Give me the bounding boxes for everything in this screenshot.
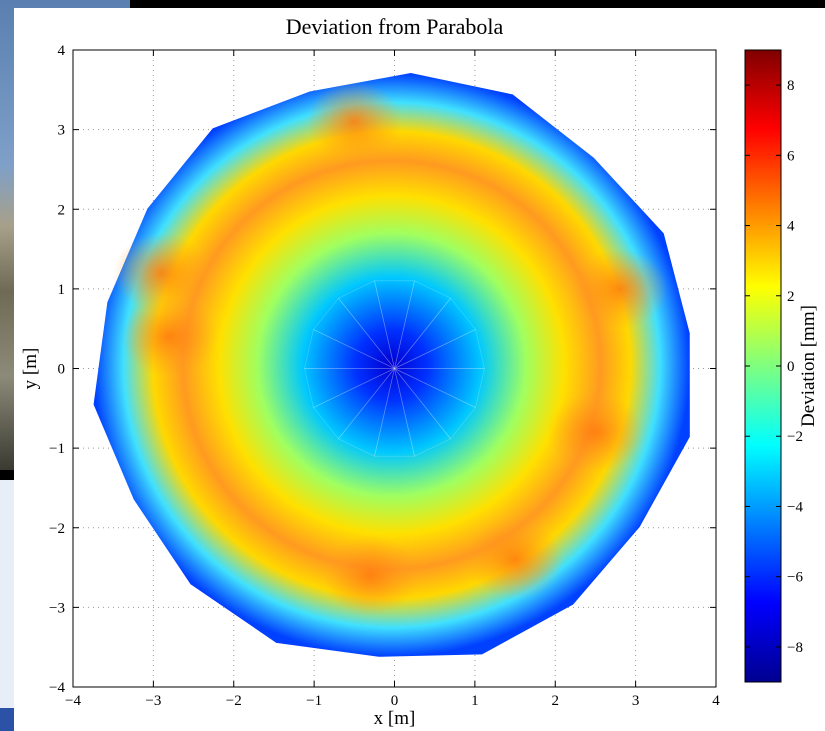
mesh-triangle bbox=[374, 368, 415, 457]
y-tick-label: 1 bbox=[58, 282, 66, 298]
y-tick-label: 0 bbox=[58, 362, 66, 378]
hotspot bbox=[306, 81, 403, 162]
hotspot bbox=[322, 535, 419, 616]
mesh-triangle bbox=[304, 368, 395, 409]
y-tick-label: −3 bbox=[49, 600, 65, 616]
chart-title: Deviation from Parabola bbox=[286, 14, 504, 39]
x-tick-label: −3 bbox=[145, 693, 161, 709]
x-tick-label: −2 bbox=[226, 693, 242, 709]
colorbar-tick-label: −2 bbox=[787, 429, 803, 445]
x-axis-ticks: −4 −3 −2 −1 0 1 2 3 4 bbox=[65, 50, 720, 709]
mesh-triangle bbox=[394, 280, 452, 369]
y-tick-label: 4 bbox=[58, 43, 66, 59]
surface-plot bbox=[93, 73, 690, 657]
mesh-triangle bbox=[394, 328, 485, 369]
x-tick-label: −1 bbox=[306, 693, 322, 709]
y-tick-label: −1 bbox=[49, 441, 65, 457]
y-tick-label: 3 bbox=[58, 123, 66, 139]
colorbar-tick-label: −6 bbox=[787, 570, 803, 586]
colorbar-tick-label: −8 bbox=[787, 640, 803, 656]
mesh-triangle bbox=[394, 368, 477, 440]
mesh-triangle bbox=[304, 328, 395, 369]
mesh-triangle bbox=[374, 280, 415, 369]
mesh-triangle bbox=[394, 368, 452, 457]
mesh-triangle bbox=[312, 297, 395, 369]
colorbar-tick-label: 8 bbox=[787, 78, 795, 94]
chart: Deviation from Parabola −4 −3 −2 −1 0 1 2 3 4 −4… bbox=[20, 14, 819, 729]
surface-disk bbox=[93, 73, 690, 657]
mesh-triangle bbox=[312, 368, 395, 440]
x-axis-label: x [m] bbox=[374, 708, 416, 729]
hotspot bbox=[547, 392, 644, 473]
hotspot bbox=[121, 296, 218, 377]
colorbar-tick-label: 2 bbox=[787, 289, 795, 305]
colorbar-tick-label: 4 bbox=[787, 219, 795, 235]
hotspot bbox=[571, 248, 668, 329]
y-axis-label: y [m] bbox=[20, 348, 41, 390]
y-axis-ticks: −4 −3 −2 −1 0 1 2 3 4 bbox=[49, 43, 716, 696]
hotspot bbox=[113, 232, 210, 313]
colorbar-tick-label: 6 bbox=[787, 148, 795, 164]
mesh-triangle bbox=[394, 368, 485, 409]
colorbar-ticks: −8 −6 −4 −2 0 2 4 6 8 bbox=[745, 78, 803, 656]
mesh-triangle bbox=[337, 368, 395, 457]
x-tick-label: 3 bbox=[632, 693, 640, 709]
mesh-triangle bbox=[394, 297, 477, 369]
hotspot bbox=[467, 519, 564, 600]
x-tick-label: 4 bbox=[712, 693, 720, 709]
x-tick-label: 2 bbox=[552, 693, 560, 709]
y-tick-label: −2 bbox=[49, 521, 65, 537]
colorbar-label: Deviation [mm] bbox=[798, 305, 819, 427]
colorbar bbox=[744, 49, 782, 683]
mesh-triangle bbox=[337, 280, 395, 369]
colorbar-tick-label: 0 bbox=[787, 359, 795, 375]
x-tick-label: 1 bbox=[471, 693, 479, 709]
y-tick-label: −4 bbox=[49, 680, 65, 696]
x-tick-label: 0 bbox=[391, 693, 399, 709]
y-tick-label: 2 bbox=[58, 202, 66, 218]
x-tick-label: −4 bbox=[65, 693, 81, 709]
chart-figure: Deviation from Parabola −4 −3 −2 −1 0 1 2 3 4 −4… bbox=[14, 8, 825, 731]
colorbar-tick-label: −4 bbox=[787, 499, 803, 515]
